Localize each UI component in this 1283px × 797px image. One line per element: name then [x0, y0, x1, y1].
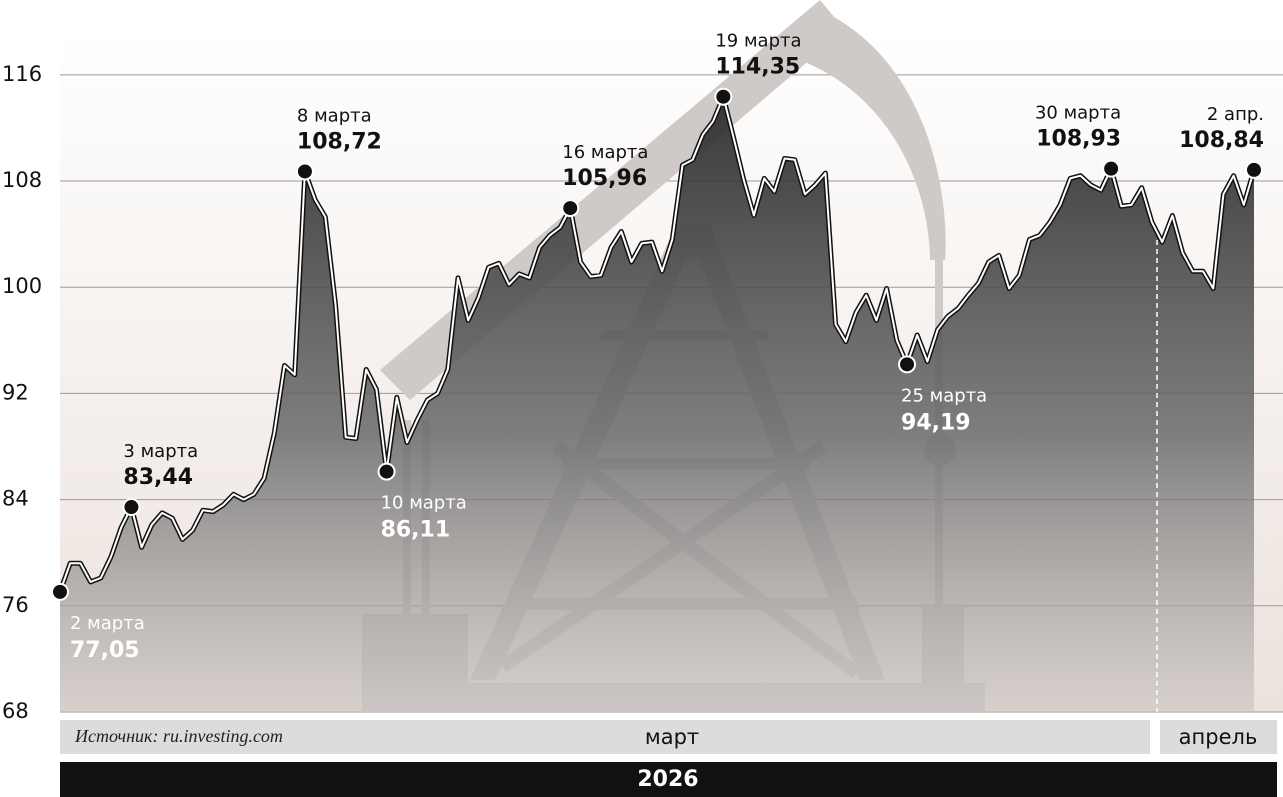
- source-note: Источник: ru.investing.com: [74, 726, 283, 746]
- point-date-label: 30 марта: [1035, 103, 1121, 124]
- point-date-label: 10 марта: [381, 493, 467, 514]
- year-label: 2026: [637, 767, 698, 792]
- y-tick-label: 108: [2, 168, 42, 192]
- chart: 68 76 84 92 100 108 116 2 марта 77,05 3 марта 83,…: [0, 0, 1283, 797]
- marker: [297, 163, 313, 179]
- marker: [899, 356, 915, 372]
- point-value-label: 108,93: [1036, 127, 1121, 152]
- point-date-label: 2 марта: [70, 613, 145, 634]
- marker: [123, 499, 139, 515]
- y-tick-label: 100: [2, 274, 42, 298]
- point-value-label: 108,72: [297, 129, 382, 154]
- point-date-label: 25 марта: [901, 385, 987, 406]
- marker: [52, 584, 68, 600]
- month-label: апрель: [1179, 725, 1258, 749]
- point-date-label: 16 марта: [562, 142, 648, 163]
- point-value-label: 83,44: [123, 465, 193, 490]
- point-value-label: 114,35: [715, 55, 800, 80]
- y-tick-label: 84: [2, 487, 29, 511]
- point-date-label: 19 марта: [715, 31, 801, 52]
- point-value-label: 105,96: [562, 166, 647, 191]
- month-label: март: [645, 725, 699, 749]
- y-tick-label: 116: [2, 62, 42, 86]
- marker: [562, 200, 578, 216]
- point-value-label: 108,84: [1179, 128, 1264, 153]
- y-tick-label: 76: [2, 593, 29, 617]
- marker: [715, 89, 731, 105]
- marker: [379, 464, 395, 480]
- point-date-label: 3 марта: [123, 441, 198, 462]
- y-tick-label: 92: [2, 380, 29, 404]
- point-value-label: 94,19: [901, 410, 971, 435]
- point-value-label: 86,11: [381, 518, 451, 543]
- point-value-label: 77,05: [70, 638, 140, 663]
- marker: [1103, 161, 1119, 177]
- marker: [1246, 162, 1262, 178]
- y-tick-label: 68: [2, 699, 29, 723]
- point-date-label: 2 апр.: [1207, 104, 1264, 125]
- point-date-label: 8 марта: [297, 105, 372, 126]
